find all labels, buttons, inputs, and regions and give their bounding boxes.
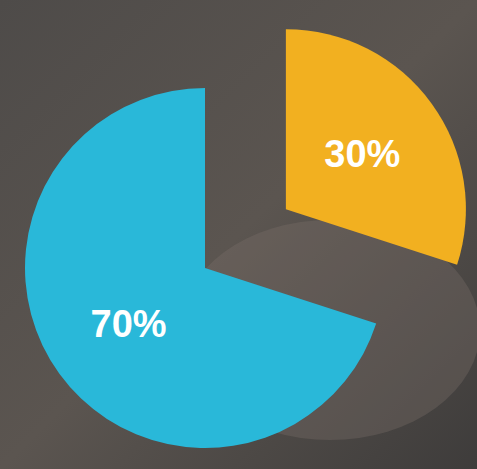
pie: 30% 70% xyxy=(25,29,466,448)
data-label: 30% xyxy=(324,133,400,175)
data-label: 70% xyxy=(91,303,167,345)
pie-slice xyxy=(286,29,466,265)
slices xyxy=(25,29,466,448)
data-labels: 30% 70% xyxy=(91,133,401,345)
chart: 30% 70% xyxy=(0,0,477,469)
